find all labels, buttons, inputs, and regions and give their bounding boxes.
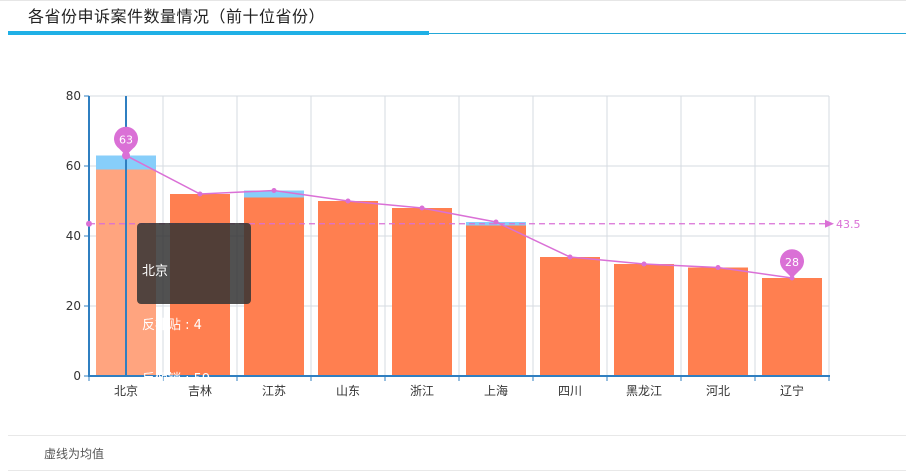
line-total-point [567,254,573,260]
x-tick-label: 浙江 [410,384,434,398]
y-tick-label: 80 [66,89,81,103]
bar-fanqingxiao [614,264,674,376]
bar-fanbutie [244,190,304,198]
line-total-point [345,198,351,204]
x-tick-label: 山东 [336,384,360,398]
line-total-point [641,261,647,267]
y-tick-label: 20 [66,299,81,313]
line-total [125,154,793,279]
bar-fanqingxiao [688,267,748,376]
y-tick-label: 40 [66,229,81,243]
line-total-point [271,188,277,193]
x-tick-label: 河北 [706,384,730,398]
markpoint-pin [114,126,138,156]
markpoint-label: 28 [785,256,799,269]
title-underline-accent [8,31,429,35]
footer-divider-bottom [8,470,906,471]
title-underline [8,33,906,34]
x-tick-label: 上海 [484,383,508,398]
y-tick-label: 0 [73,369,81,383]
panel-title: 各省份申诉案件数量情况（前十位省份） [28,7,326,26]
footer-note: 虚线为均值 [44,447,105,461]
bar-fanqingxiao [762,278,822,376]
bar-fanqingxiao [244,197,304,376]
average-label: 43.5 [836,218,861,231]
line-total-point [197,191,203,197]
panel-header: 各省份申诉案件数量情况（前十位省份） [0,0,906,36]
bar-fanqingxiao [540,257,600,376]
line-total-point [493,219,499,225]
markpoint-label: 63 [119,134,133,147]
y-tick-label: 60 [66,159,81,173]
average-line-start [86,220,92,227]
x-tick-label: 吉林 [188,384,212,398]
x-tick-label: 四川 [558,384,582,398]
tooltip-category: 北京 [142,264,169,279]
average-line-arrow [825,219,834,228]
x-tick-label: 辽宁 [780,383,804,398]
bar-fanqingxiao [466,225,526,376]
x-tick-label: 江苏 [262,384,286,398]
markpoint-pin [780,249,805,278]
tooltip-line-fanqingxiao: 反倾销 : 59 [142,372,211,387]
bar-fanqingxiao [392,208,452,376]
chart-tooltip: 北京 反补贴 : 4 反倾销 : 59 总案件数 : 63 [137,223,251,441]
x-tick-label: 北京 [114,384,138,398]
bar-fanqingxiao [318,201,378,376]
tooltip-line-total: 总案件数 : 63 [142,426,224,441]
x-tick-label: 黑龙江 [626,384,662,398]
tooltip-line-fanbutie: 反补贴 : 4 [142,318,202,333]
line-total-point [715,265,721,270]
top-divider [0,0,906,1]
line-total-point [419,205,425,211]
footer-divider [8,435,906,436]
